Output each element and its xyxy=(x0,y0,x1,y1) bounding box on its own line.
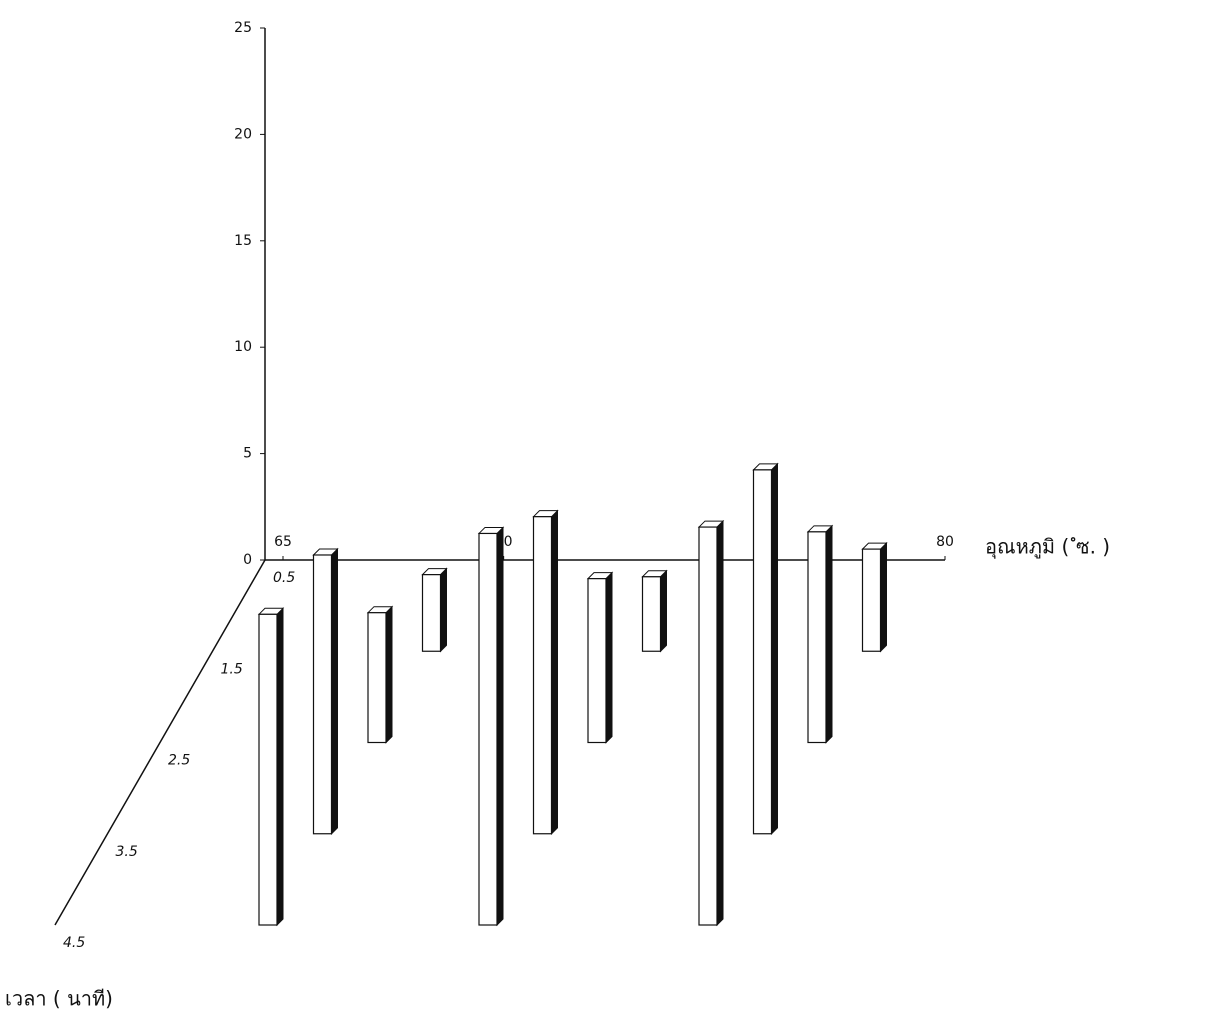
bar-front xyxy=(808,532,826,743)
y-tick-label: 15 xyxy=(234,233,252,249)
bar xyxy=(423,569,447,652)
chart: อุณหภูมิ ( ํซ. ) เวลา ( นาที) 0 5 10 15 20 25… xyxy=(0,0,1210,1020)
bar-front xyxy=(259,614,277,925)
bar-side xyxy=(277,608,283,925)
bar xyxy=(534,511,558,834)
bar-side xyxy=(772,464,778,834)
y-tick-label: 25 xyxy=(234,20,252,36)
bar xyxy=(314,549,338,834)
bar xyxy=(754,464,778,834)
bar-front xyxy=(534,517,552,834)
bar xyxy=(588,573,612,743)
bar-front xyxy=(699,527,717,925)
bar-side xyxy=(661,571,667,651)
bar-front xyxy=(643,577,661,651)
x-tick-label: 65 xyxy=(274,534,292,550)
z-tick-label: 3.5 xyxy=(116,844,138,860)
y-tick-label: 20 xyxy=(234,126,252,142)
bar xyxy=(643,571,667,651)
bar-side xyxy=(441,569,447,652)
z-tick-label: 4.5 xyxy=(63,935,85,951)
y-tick-label: 10 xyxy=(234,339,252,355)
bar-front xyxy=(754,470,772,834)
bar-side xyxy=(332,549,338,834)
x-tick-label: 80 xyxy=(936,534,954,550)
bar xyxy=(699,521,723,925)
bar xyxy=(259,608,283,925)
bar xyxy=(863,543,887,651)
bar-side xyxy=(717,521,723,925)
bar-front xyxy=(863,549,881,651)
bar-front xyxy=(588,579,606,743)
bar-side xyxy=(552,511,558,834)
z-axis xyxy=(55,560,265,925)
bar-side xyxy=(497,527,503,925)
y-tick-label: 0 xyxy=(243,552,252,568)
z-tick-label: 0.5 xyxy=(273,570,295,586)
bar-side xyxy=(826,526,832,743)
bar-side xyxy=(606,573,612,743)
bar-front xyxy=(479,533,497,925)
z-axis-label: เวลา ( นาที) xyxy=(5,987,113,1011)
bar-side xyxy=(881,543,887,651)
z-tick-label: 2.5 xyxy=(168,753,190,769)
bar xyxy=(368,607,392,743)
x-axis-label: อุณหภูมิ ( ํซ. ) xyxy=(985,535,1110,560)
z-tick-label: 1.5 xyxy=(221,661,243,677)
y-tick-label: 5 xyxy=(243,446,252,462)
bar-side xyxy=(386,607,392,743)
bar-front xyxy=(368,613,386,743)
bar-front xyxy=(423,575,441,652)
bar-front xyxy=(314,555,332,834)
bar xyxy=(808,526,832,743)
bar xyxy=(479,527,503,925)
